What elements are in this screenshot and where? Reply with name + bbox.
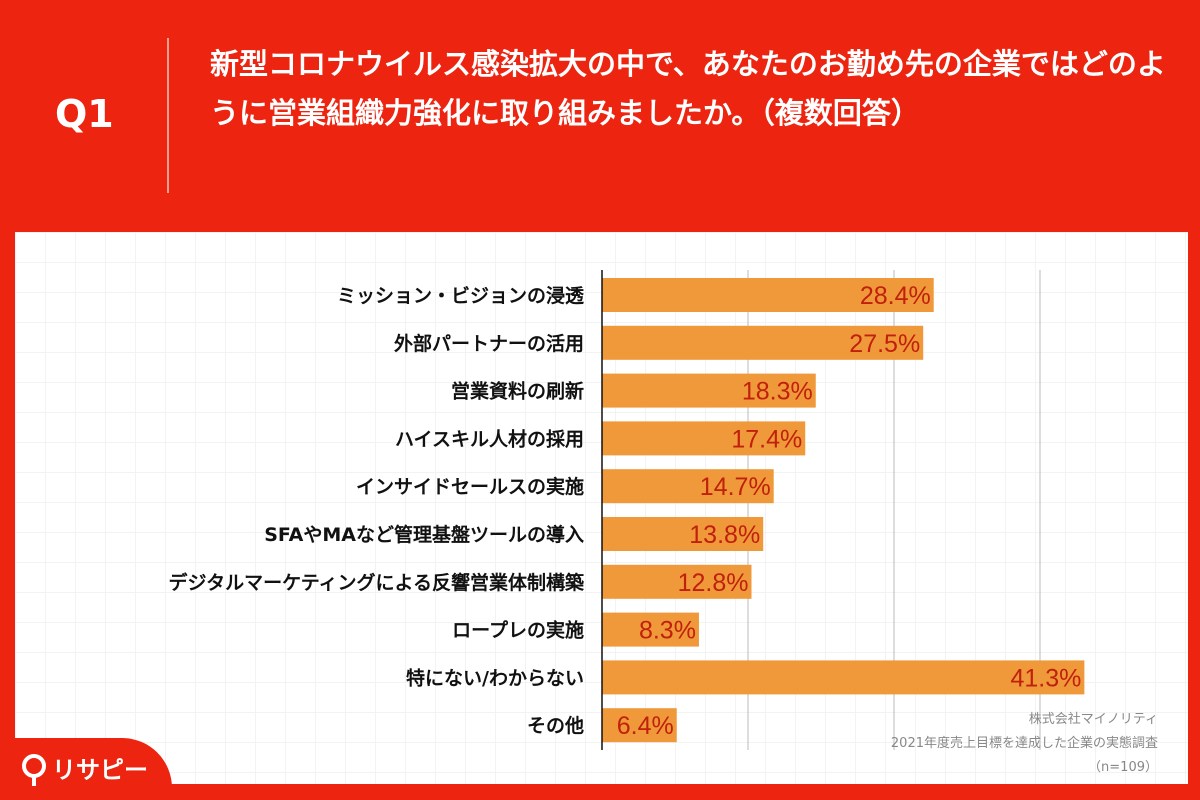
data-label: 41.3%: [1010, 664, 1081, 692]
bar: [602, 421, 806, 456]
data-label: 18.3%: [742, 378, 813, 406]
bar: [602, 708, 677, 743]
logo: リサピー: [0, 738, 172, 800]
data-label: 12.8%: [678, 569, 749, 597]
category-label: ミッション・ビジョンの浸透: [337, 285, 585, 307]
data-label: 13.8%: [689, 521, 760, 549]
category-label: デジタルマーケティングによる反響営業体制構築: [168, 571, 585, 594]
data-label: 17.4%: [731, 425, 802, 453]
bar: [602, 373, 816, 408]
bar: [602, 469, 774, 504]
divider: [167, 38, 169, 193]
question-number: Q1: [55, 92, 114, 136]
category-label: ハイスキル人材の採用: [395, 427, 584, 450]
category-label: その他: [527, 714, 584, 737]
source-note: 株式会社マイノリティ 2021年度売上目標を達成した企業の実態調査 （n=109…: [891, 708, 1158, 780]
source-company: 株式会社マイノリティ: [1028, 712, 1158, 727]
data-label: 8.3%: [639, 617, 696, 645]
bar: [602, 278, 934, 312]
category-label: 営業資料の刷新: [451, 380, 584, 403]
bar: [602, 564, 752, 599]
bar: [602, 517, 764, 551]
category-label: SFAやMAなど管理基盤ツールの導入: [264, 523, 584, 546]
logo-text: リサピー: [52, 756, 148, 784]
category-label: ロープレの実施: [452, 619, 584, 642]
source-survey: 2021年度売上目標を達成した企業の実態調査: [890, 736, 1158, 751]
data-label: 27.5%: [849, 330, 920, 358]
bar: [602, 660, 1085, 695]
pin-icon: [22, 754, 46, 786]
category-label: 特にない/わからない: [406, 667, 584, 689]
data-label: 6.4%: [617, 712, 674, 740]
chart-title: 新型コロナウイルス感染拡大の中で、あなたのお勤め先の企業ではどのように営業組織力…: [210, 47, 1166, 130]
bar: [602, 325, 924, 360]
data-label: 14.7%: [700, 473, 771, 501]
source-sample: （n=109）: [1088, 760, 1158, 775]
data-label: 28.4%: [860, 282, 931, 310]
category-label: インサイドセールスの実施: [356, 475, 584, 498]
bar: [602, 612, 699, 647]
category-label: 外部パートナーの活用: [394, 332, 584, 355]
